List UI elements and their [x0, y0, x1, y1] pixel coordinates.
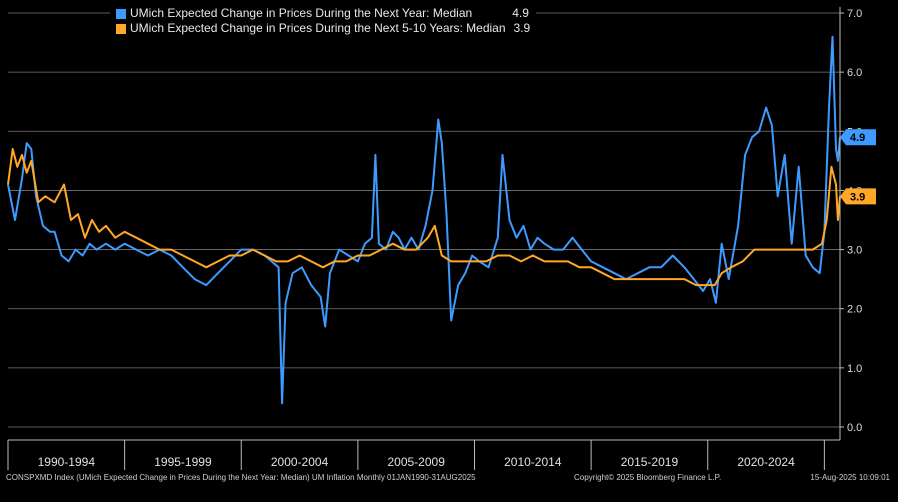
- legend-value-5-10-years: 3.9: [513, 21, 531, 35]
- footer-source: CONSPXMD Index (UMich Expected Change in…: [6, 473, 476, 482]
- legend-label-next-year: UMich Expected Change in Prices During t…: [130, 6, 473, 20]
- y-tick-label: 2.0: [847, 304, 862, 316]
- legend-swatch-next-year: [116, 8, 126, 19]
- legend-label-5-10-years: UMich Expected Change in Prices During t…: [130, 21, 506, 35]
- x-tick-label: 1990-1994: [38, 455, 96, 469]
- gridlines: [8, 12, 840, 428]
- x-tick-label: 2005-2009: [387, 455, 445, 469]
- badge-shape: [840, 129, 876, 146]
- legend-swatch-5-10-years: [116, 23, 126, 34]
- series-line-5-10-years: [7, 148, 841, 287]
- y-tick-label: 6.0: [847, 67, 862, 79]
- x-tick-label: 2015-2019: [621, 455, 679, 469]
- legend-entry-next-year: UMich Expected Change in Prices During t…: [116, 6, 530, 21]
- series-lines: [7, 35, 841, 405]
- x-axis: 1990-1994 1995-1999 2000-2004 2005-2009 2010…: [7, 439, 840, 470]
- x-tick-label: 1995-1999: [154, 455, 212, 469]
- x-tick-label: 2000-2004: [271, 455, 329, 469]
- badge-shape: [840, 188, 876, 205]
- series-line-next-year: [7, 35, 841, 405]
- legend-entry-5-10-years: UMich Expected Change in Prices During t…: [116, 21, 530, 36]
- x-tick-label: 2010-2014: [504, 455, 562, 469]
- last-value-badge-next-year: 4.9: [840, 129, 876, 146]
- y-tick-label: 0.0: [847, 422, 862, 434]
- y-tick-label: 7.0: [847, 8, 862, 20]
- legend: UMich Expected Change in Prices During t…: [110, 4, 537, 39]
- footer-timestamp: 15-Aug-2025 10:09:01: [810, 473, 890, 482]
- last-value-badge-5-10-years: 3.9: [840, 188, 876, 205]
- last-value-badges: 4.9 3.9: [840, 129, 876, 205]
- footer-copyright: Copyright© 2025 Bloomberg Finance L.P.: [574, 473, 722, 482]
- badge-label: 4.9: [850, 132, 865, 144]
- badge-label: 3.9: [850, 191, 865, 203]
- y-tick-label: 3.0: [847, 245, 862, 257]
- y-tick-label: 1.0: [847, 363, 862, 375]
- y-axis: 0.01.02.03.04.05.06.07.0: [839, 7, 862, 440]
- x-tick-label: 2020-2024: [737, 455, 795, 469]
- legend-value-next-year: 4.9: [512, 6, 529, 20]
